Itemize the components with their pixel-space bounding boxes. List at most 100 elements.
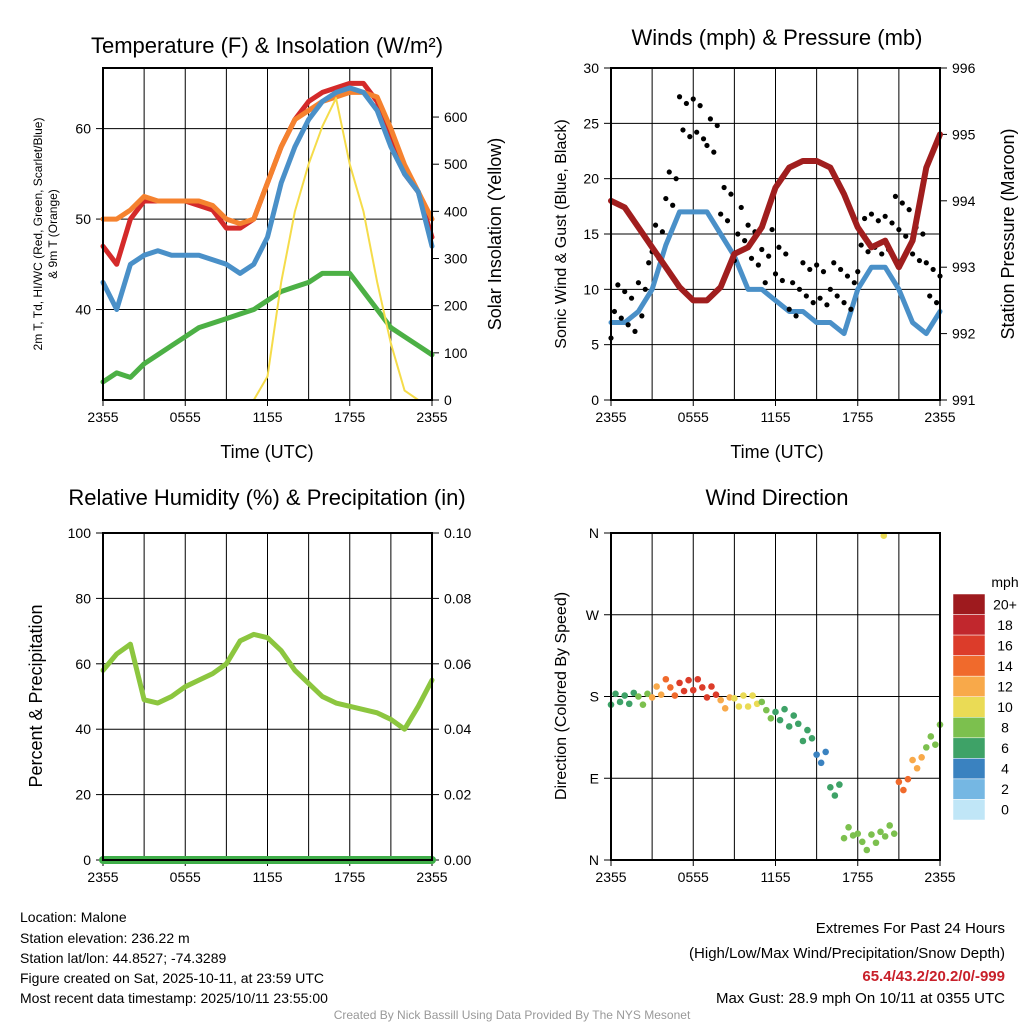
colorbar-swatch (952, 737, 986, 759)
colorbar-label: 14 (997, 658, 1013, 674)
plot-frame (102, 67, 433, 401)
colorbar-label: 18 (997, 617, 1013, 633)
series-gust-point (724, 218, 731, 224)
y2-tick-label: 0 (444, 392, 452, 408)
x-tick-label: 0555 (678, 409, 709, 425)
series-gust-point (868, 211, 875, 217)
y-tick-label: 30 (583, 60, 599, 76)
x-tick-label: 1155 (760, 869, 790, 885)
wind-direction-point (772, 708, 779, 716)
extremes-values: 65.4/43.2/20.2/0/-999 (862, 968, 1005, 985)
wind-direction-point (880, 532, 888, 540)
y-tick-label: 20 (583, 171, 599, 187)
series-gust-point (896, 226, 902, 233)
y-tick-label: 0 (83, 852, 91, 868)
wind-direction-point (790, 712, 798, 719)
footer-elevation: Station elevation: 236.22 m (20, 930, 190, 946)
series-gust-point (632, 328, 638, 334)
chart-0: 2355 0555 1155 1755 235540506001002003004005… (75, 67, 468, 425)
colorbar-swatch (952, 758, 986, 780)
series-gust-point (916, 257, 923, 264)
series-gust-point (745, 222, 751, 228)
y2-tick-label: 0.10 (444, 525, 471, 541)
y-tick-label: N (589, 852, 599, 868)
chart-title-wind-direction: Wind Direction (705, 485, 848, 510)
x-tick-label: 0555 (678, 869, 709, 885)
y-axis-label-direction: Direction (Colored By Speed) (553, 592, 570, 800)
series-gust-point (735, 231, 741, 237)
series-gust-point (687, 134, 693, 140)
x-tick-label: 2355 (924, 409, 955, 425)
series-gust-point (879, 251, 885, 257)
series-gust-point (920, 231, 926, 237)
colorbar-swatch (952, 799, 986, 821)
wind-direction-point (717, 696, 724, 704)
wind-direction-point (612, 690, 619, 698)
series-gust-point (766, 253, 772, 259)
wind-direction-point (854, 830, 862, 837)
y2-tick-label: 0.02 (444, 787, 471, 803)
series-gust-point (642, 286, 648, 292)
series-gust-point (728, 191, 734, 197)
x-tick-label: 0555 (170, 409, 201, 425)
colorbar-swatch (952, 634, 986, 656)
x-tick-label: 2355 (924, 869, 955, 885)
series-gust-point (848, 306, 854, 312)
y-tick-label: N (589, 525, 599, 541)
series-gust-point (786, 306, 792, 312)
x-axis-label-temperature: Time (UTC) (220, 442, 313, 462)
wind-direction-point (904, 775, 912, 783)
colorbar-label: 0 (1001, 802, 1009, 818)
series-gust-point (796, 286, 803, 292)
series-gust-point (742, 238, 748, 244)
series-gust-point (676, 94, 683, 100)
series-gust-point (714, 122, 720, 129)
wind-direction-point (644, 690, 651, 698)
y2-tick-label: 995 (952, 126, 976, 142)
series-sonic-wind-line (608, 209, 943, 337)
x-tick-label: 2355 (87, 409, 118, 425)
chart-title-humidity: Relative Humidity (%) & Precipitation (i… (68, 485, 465, 510)
y2-tick-label: 0.06 (444, 656, 471, 672)
plot-frame (610, 67, 941, 401)
wind-direction-point (900, 786, 907, 794)
series-gust-point (707, 116, 713, 122)
y2-tick-label: 994 (952, 193, 976, 209)
y2-axis-label-pressure: Station Pressure (Maroon) (998, 128, 1018, 339)
series-station-pressure-line (608, 131, 943, 304)
x-tick-label: 1755 (842, 869, 873, 885)
series-gust-point (652, 222, 659, 228)
wind-direction-point (653, 683, 660, 690)
series-gust-point (923, 260, 929, 266)
series-gust-point (820, 269, 827, 275)
wind-direction-point (712, 691, 720, 698)
wind-direction-point (918, 754, 925, 761)
wind-direction-point (858, 838, 866, 846)
series-gust-point (690, 96, 696, 102)
series-gust-point (738, 204, 744, 211)
wind-direction-point (895, 778, 903, 786)
colorbar-title: mph (991, 574, 1018, 590)
x-tick-label: 1155 (760, 409, 790, 425)
series-gust-point (646, 260, 652, 266)
wind-direction-point (927, 733, 935, 740)
y-tick-label: 5 (591, 337, 599, 353)
x-tick-label: 1155 (252, 409, 282, 425)
wind-direction-point (863, 846, 871, 854)
y2-tick-label: 0.08 (444, 590, 471, 606)
series-gust-point (659, 229, 666, 235)
x-tick-label: 1755 (334, 869, 365, 885)
series-gust-point (817, 295, 823, 301)
wind-direction-point (881, 833, 889, 840)
series-gust-point (810, 300, 816, 306)
colorbar-label: 10 (997, 699, 1013, 715)
series-gust-point (776, 244, 782, 250)
x-tick-label: 0555 (170, 869, 201, 885)
x-tick-label: 2355 (416, 409, 447, 425)
wind-direction-point (763, 706, 770, 714)
x-tick-label: 2355 (595, 869, 626, 885)
wind-direction-point (685, 676, 692, 684)
series-gust-point (704, 142, 710, 149)
wind-direction-point (744, 703, 752, 710)
